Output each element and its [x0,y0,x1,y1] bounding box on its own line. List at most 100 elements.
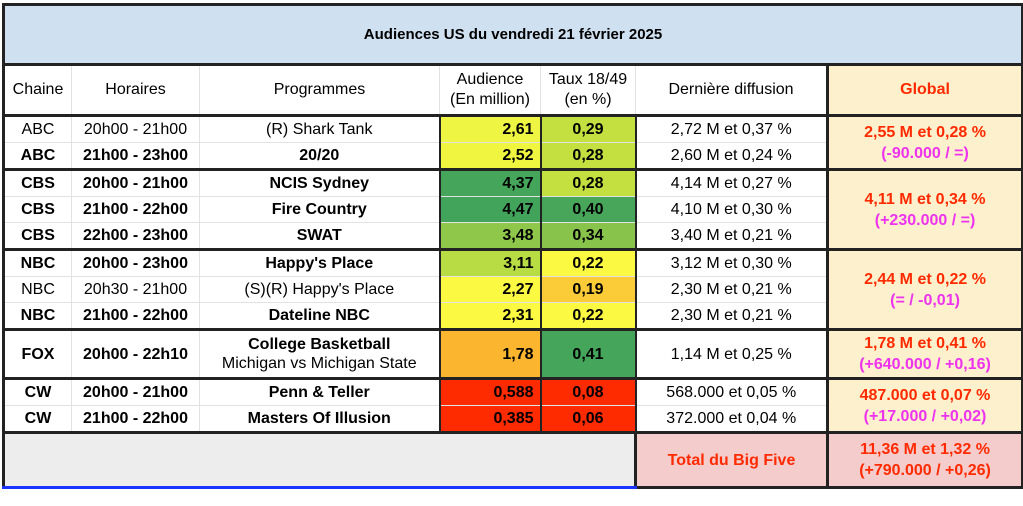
cell-audience: 0,385 [438,405,541,433]
table-row: ABC 21h00 - 23h00 20/20 2,52 0,28 2,60 M… [2,142,1023,170]
total-line1: 11,36 M et 1,32 % [860,441,990,458]
global-nbc-line2: (= / -0,01) [890,291,960,309]
cell-programme: Masters Of Illusion [199,405,440,433]
header-derniere: Dernière diffusion [635,64,828,116]
cell-chaine: CW [2,405,72,433]
cell-derniere: 568.000 et 0,05 % [634,377,828,406]
global-cbs-line2: (+230.000 / =) [874,211,976,229]
cell-horaires: 21h00 - 22h00 [71,302,200,330]
cell-programme: Fire Country [199,196,440,223]
cell-audience: 3,11 [438,248,541,277]
cell-derniere: 2,30 M et 0,21 % [634,276,828,303]
total-label: Total du Big Five [634,431,828,489]
cell-chaine: ABC [2,114,72,143]
cell-taux: 0,19 [539,276,636,303]
header-global: Global [825,64,1023,116]
global-fox: 1,78 M et 0,41 % (+640.000 / +0,16) [825,328,1023,379]
cell-audience: 4,47 [438,196,541,223]
cell-audience: 1,78 [438,328,541,379]
total-row: Total du Big Five 11,36 M et 1,32 % (+790… [2,431,1023,489]
cell-taux: 0,22 [539,302,636,330]
global-nbc-line1: 2,44 M et 0,22 % [864,270,986,288]
cell-taux: 0,28 [539,168,636,197]
cell-taux: 0,08 [539,377,636,406]
cell-taux: 0,34 [539,222,636,250]
cell-chaine: NBC [2,276,72,303]
global-cbs-line1: 4,11 M et 0,34 % [864,190,986,208]
audience-table: Audiences US du vendredi 21 février 2025… [1,3,1023,489]
global-fox-line2: (+640.000 / +0,16) [859,356,991,373]
cell-derniere: 2,30 M et 0,21 % [634,302,828,330]
cell-programme: College Basketball Michigan vs Michigan S… [199,328,440,379]
cell-horaires: 22h00 - 23h00 [71,222,200,250]
cell-derniere: 4,10 M et 0,30 % [634,196,828,223]
cell-horaires: 20h30 - 21h00 [71,276,200,303]
cell-programme: Dateline NBC [199,302,440,330]
cell-chaine: CW [2,377,72,406]
table-row: CBS 21h00 - 22h00 Fire Country 4,47 0,40… [2,196,1023,223]
header-programmes: Programmes [199,64,440,116]
global-cw: 487.000 et 0,07 % (+17.000 / +0,02) [825,377,1023,433]
global-cw-line2: (+17.000 / +0,02) [863,407,987,425]
header-horaires: Horaires [71,64,200,116]
cell-derniere: 372.000 et 0,04 % [634,405,828,433]
global-cbs: 4,11 M et 0,34 % (+230.000 / =) [825,168,1023,250]
cell-horaires: 20h00 - 21h00 [71,168,200,197]
cell-horaires: 21h00 - 22h00 [71,405,200,433]
table-row: CW 21h00 - 22h00 Masters Of Illusion 0,3… [2,405,1023,433]
table-row: NBC 20h30 - 21h00 (S)(R) Happy's Place 2… [2,276,1023,303]
cell-derniere: 3,12 M et 0,30 % [634,248,828,277]
table-row: CBS 22h00 - 23h00 SWAT 3,48 0,34 3,40 M … [2,222,1023,250]
header-audience-l2: (En million) [449,91,530,108]
cell-audience: 2,31 [438,302,541,330]
cell-programme: (R) Shark Tank [199,114,440,143]
table-title: Audiences US du vendredi 21 février 2025 [1,3,1023,66]
cell-audience: 3,48 [438,222,541,250]
global-cw-line1: 487.000 et 0,07 % [859,386,991,404]
global-fox-line1: 1,78 M et 0,41 % [864,335,986,352]
cell-programme: (S)(R) Happy's Place [199,276,440,303]
header-audience-l1: Audience [456,71,524,88]
table-row: ABC 20h00 - 21h00 (R) Shark Tank 2,61 0,… [2,114,1023,170]
cell-derniere: 3,40 M et 0,21 % [634,222,828,250]
global-abc: 2,55 M et 0,28 % (-90.000 / =) [825,114,1023,170]
cell-derniere: 2,72 M et 0,37 % [634,114,828,143]
table-row: CW 20h00 - 21h00 Penn & Teller 0,588 0,0… [2,377,1023,433]
table-row: FOX 20h00 - 22h10 College Basketball Mich… [2,328,1023,379]
cell-taux: 0,06 [539,405,636,433]
header-taux: Taux 18/49 (en %) [540,64,636,116]
cell-programme-sub: Michigan vs Michigan State [221,355,417,372]
header-taux-l2: (en %) [564,91,612,108]
cell-programme-main: College Basketball [248,336,391,353]
cell-audience: 2,61 [438,114,541,143]
cell-horaires: 21h00 - 22h00 [71,196,200,223]
table-row: NBC 20h00 - 23h00 Happy's Place 3,11 0,2… [2,248,1023,330]
cell-taux: 0,41 [539,328,636,379]
cell-horaires: 20h00 - 21h00 [71,114,200,143]
cell-chaine: CBS [2,222,72,250]
cell-chaine: NBC [2,302,72,330]
header-chaine: Chaine [2,64,72,116]
cell-derniere: 1,14 M et 0,25 % [634,328,828,379]
cell-horaires: 20h00 - 23h00 [71,248,200,277]
cell-horaires: 20h00 - 21h00 [71,377,200,406]
cell-chaine: NBC [2,248,72,277]
cell-audience: 0,588 [438,377,541,406]
total-line2: (+790.000 / +0,26) [859,462,991,479]
cell-taux: 0,40 [539,196,636,223]
global-abc-line2: (-90.000 / =) [881,144,969,162]
cell-horaires: 21h00 - 23h00 [71,142,200,170]
cell-programme: Happy's Place [199,248,440,277]
cell-chaine: ABC [2,142,72,170]
cell-programme: Penn & Teller [199,377,440,406]
total-value: 11,36 M et 1,32 % (+790.000 / +0,26) [825,431,1023,489]
cell-taux: 0,22 [539,248,636,277]
header-audience: Audience (En million) [439,64,541,116]
global-nbc: 2,44 M et 0,22 % (= / -0,01) [825,248,1023,330]
cell-chaine: CBS [2,196,72,223]
cell-programme: 20/20 [199,142,440,170]
cell-audience: 4,37 [438,168,541,197]
cell-chaine: FOX [2,328,72,379]
cell-derniere: 2,60 M et 0,24 % [634,142,828,170]
cell-horaires: 20h00 - 22h10 [71,328,200,379]
